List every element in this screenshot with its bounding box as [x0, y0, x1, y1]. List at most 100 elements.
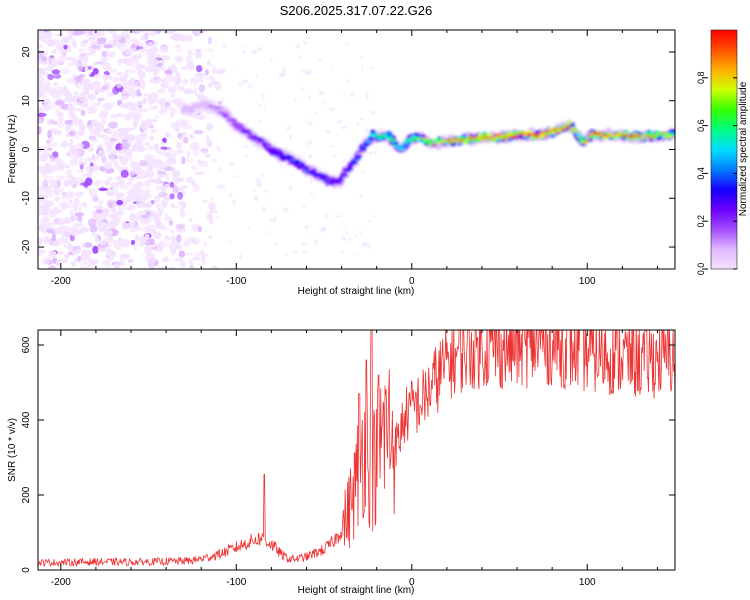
ridge-cell [301, 165, 308, 168]
noise-blob [216, 68, 226, 75]
noise-blob [80, 254, 91, 262]
noise-blob [89, 165, 98, 173]
noise-blob [161, 226, 168, 231]
ridge-cell [447, 141, 454, 144]
noise-blob [103, 44, 113, 49]
ridge-cell [432, 138, 438, 141]
noise-blob [51, 164, 60, 168]
noise-blob [187, 63, 195, 71]
noise-blob [182, 132, 187, 137]
noise-blob [91, 233, 99, 237]
noise-blob [116, 165, 123, 172]
noise-blob [78, 149, 83, 155]
noise-blob [139, 108, 149, 113]
noise-blob [302, 205, 307, 208]
noise-blob [356, 121, 360, 126]
ridge-cell [399, 147, 407, 151]
noise-blob [148, 95, 158, 104]
noise-blob [361, 242, 368, 247]
noise-blob [365, 241, 371, 246]
noise-blob [121, 222, 129, 230]
noise-blob [361, 169, 366, 175]
noise-blob [180, 66, 188, 70]
noise-blob [189, 159, 194, 164]
noise-blob [67, 103, 74, 111]
noise-blob [61, 203, 68, 211]
noise-blob [281, 69, 287, 72]
ridge-cell [387, 138, 395, 141]
y-tick-label: 10 [21, 95, 32, 107]
noise-blob [136, 78, 144, 85]
ridge-cell [342, 174, 349, 177]
y-tick-label: 400 [21, 411, 32, 428]
noise-blob [65, 57, 75, 61]
noise-blob [175, 223, 186, 229]
noise-blob [324, 129, 331, 133]
noise-blob [145, 172, 150, 179]
noise-blob [206, 60, 212, 66]
noise-blob [210, 63, 216, 67]
ridge-cell [365, 140, 371, 143]
noise-blob [160, 81, 170, 89]
noise-blob [252, 189, 257, 193]
noise-blob [131, 38, 138, 44]
noise-blob [88, 135, 96, 141]
noise-blob [207, 82, 213, 88]
noise-blob [140, 34, 149, 42]
colorbar-gradient [710, 29, 738, 270]
noise-blob [173, 80, 179, 89]
noise-blob [90, 259, 98, 265]
ridge-cell [427, 141, 433, 144]
noise-blob [113, 77, 119, 82]
noise-blob [38, 209, 44, 215]
ridge-cell [329, 183, 335, 186]
noise-blob [38, 223, 47, 232]
noise-blob [272, 217, 277, 224]
noise-blob [157, 240, 166, 249]
noise-blob [215, 145, 220, 150]
noise-blob [169, 193, 175, 200]
noise-blob [184, 252, 194, 256]
noise-blob [99, 212, 109, 219]
noise-blob [126, 33, 131, 38]
noise-blob [139, 239, 144, 246]
noise-blob [52, 82, 59, 87]
noise-blob [170, 229, 175, 234]
ridge-cell [375, 134, 381, 137]
noise-blob [210, 80, 221, 85]
noise-blob [52, 141, 58, 148]
noise-blob [42, 179, 49, 189]
noise-blob [180, 201, 187, 209]
y-tick-label: -10 [21, 191, 32, 206]
noise-blob [63, 179, 71, 187]
noise-blob [87, 106, 95, 115]
noise-blob [43, 191, 51, 198]
ridge-cell [660, 132, 666, 134]
noise-blob [248, 225, 251, 230]
ridge-cell [484, 136, 490, 139]
ridge-cell [625, 132, 632, 134]
noise-blob [101, 118, 107, 124]
noise-blob [190, 78, 196, 82]
noise-blob [118, 240, 124, 246]
noise-blob [170, 122, 177, 130]
noise-blob [370, 110, 376, 115]
noise-blob [79, 222, 84, 227]
noise-blob [51, 233, 56, 241]
noise-blob [260, 173, 265, 178]
noise-blob [352, 253, 356, 257]
noise-blob [46, 175, 54, 179]
colorbar-label: Normalized spectral amplitude [738, 81, 749, 216]
noise-blob [73, 117, 81, 127]
ridge-cell [210, 108, 217, 111]
noise-blob [331, 66, 334, 70]
noise-blob [278, 72, 285, 78]
ridge-cell [409, 139, 415, 142]
ridge-cell [591, 131, 597, 134]
ridge-cell [214, 106, 222, 109]
noise-blob [208, 202, 216, 211]
ridge-cell [511, 135, 517, 137]
noise-blob [47, 118, 52, 126]
noise-blob [160, 184, 167, 193]
noise-blob [200, 199, 209, 204]
